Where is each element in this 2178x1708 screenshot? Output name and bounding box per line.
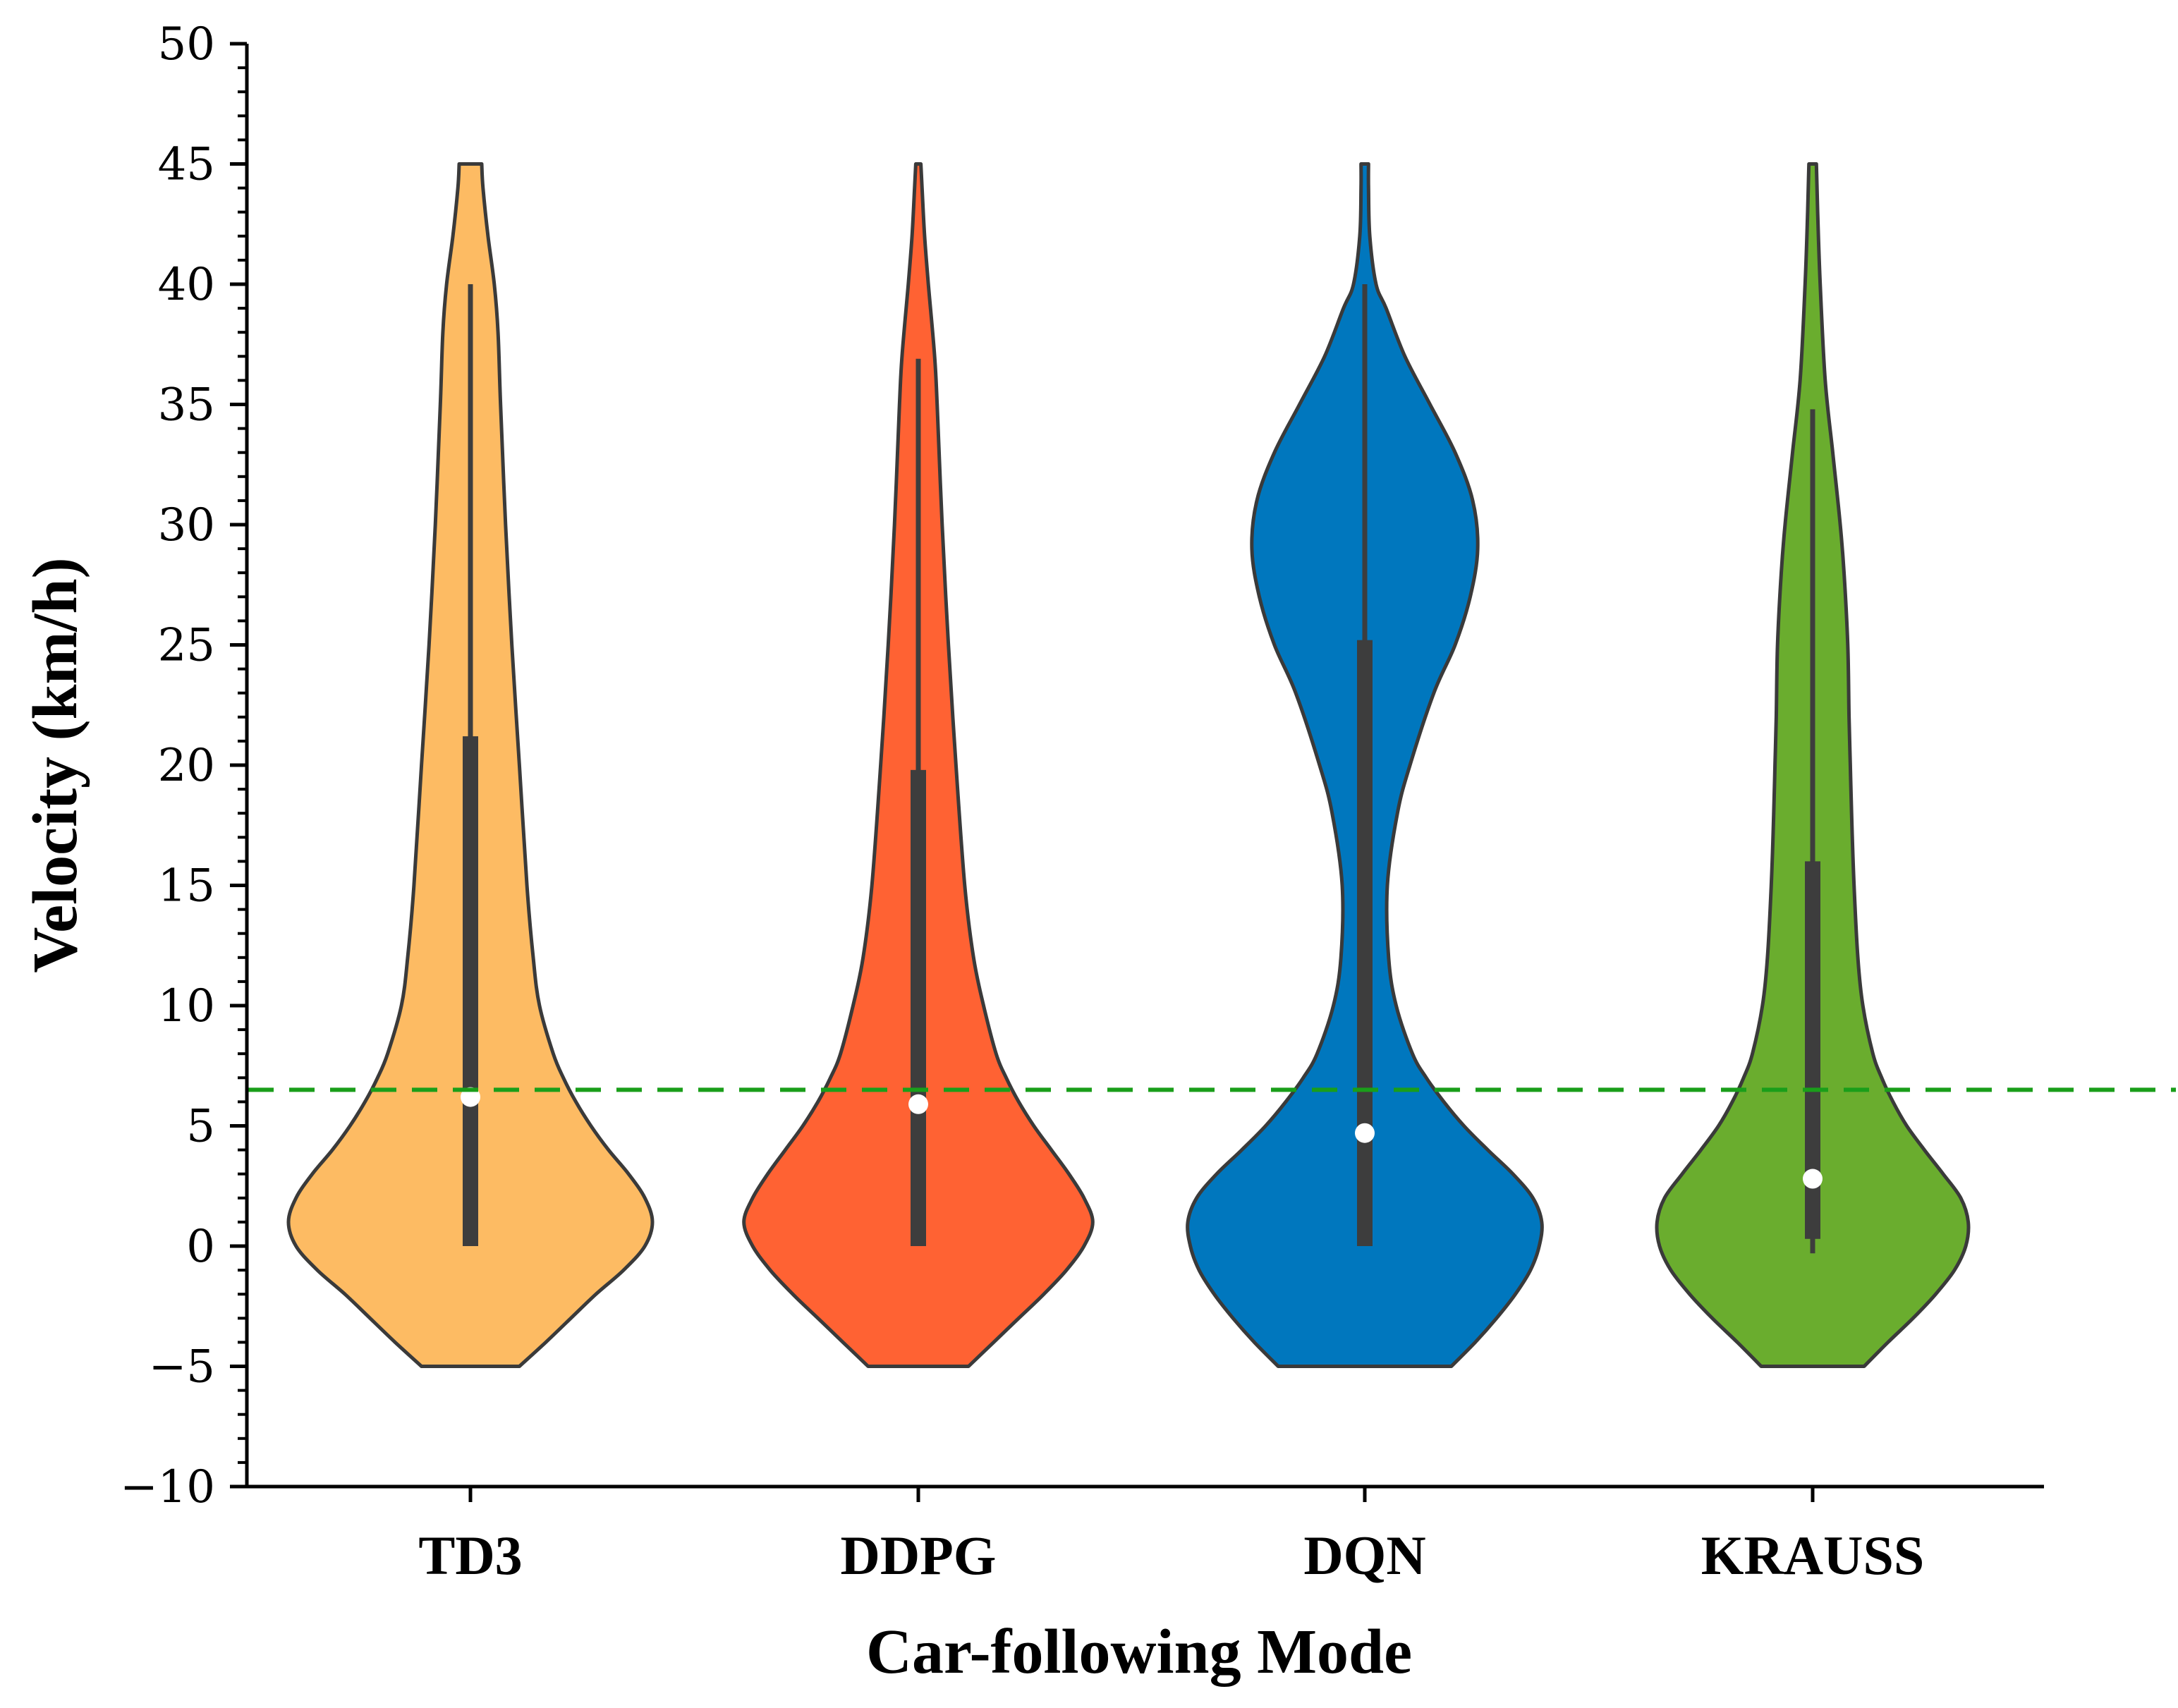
median-ddpg [908,1094,928,1114]
y-tick-label: 0 [186,1221,215,1273]
y-axis-title: Velocity (km/h) [20,557,90,972]
box-ddpg [911,769,926,1246]
x-ticks: TD3 DDPG DQN KRAUSS [418,1487,1924,1586]
y-tick-label: −10 [120,1461,215,1513]
median-td3 [461,1087,480,1107]
median-krauss [1803,1169,1823,1189]
y-tick-label: 10 [158,980,215,1032]
x-tick-label: KRAUSS [1701,1525,1924,1586]
y-tick-label: 45 [158,139,215,191]
y-tick-label: 50 [158,18,215,71]
median-dqn [1355,1123,1375,1143]
box-td3 [463,736,478,1246]
box-dqn [1357,640,1373,1246]
x-tick-label: TD3 [418,1525,522,1586]
y-ticks: −10 −5 0 5 10 15 20 25 30 35 40 45 50 [120,18,247,1513]
y-tick-label: 15 [158,860,215,913]
y-tick-label: 35 [158,379,215,432]
x-tick-label: DQN [1303,1525,1425,1586]
violin-layer [286,162,1971,1368]
y-tick-label: 40 [158,259,215,311]
y-tick-label: 25 [158,620,215,672]
y-tick-label: 20 [158,740,215,792]
box-krauss [1805,861,1820,1239]
box-layer [461,284,1823,1254]
y-tick-label: 30 [158,499,215,551]
y-tick-label: 5 [186,1101,215,1153]
x-tick-label: DDPG [841,1525,997,1586]
y-tick-label: −5 [149,1341,215,1393]
x-axis-title: Car-following Mode [866,1617,1412,1687]
